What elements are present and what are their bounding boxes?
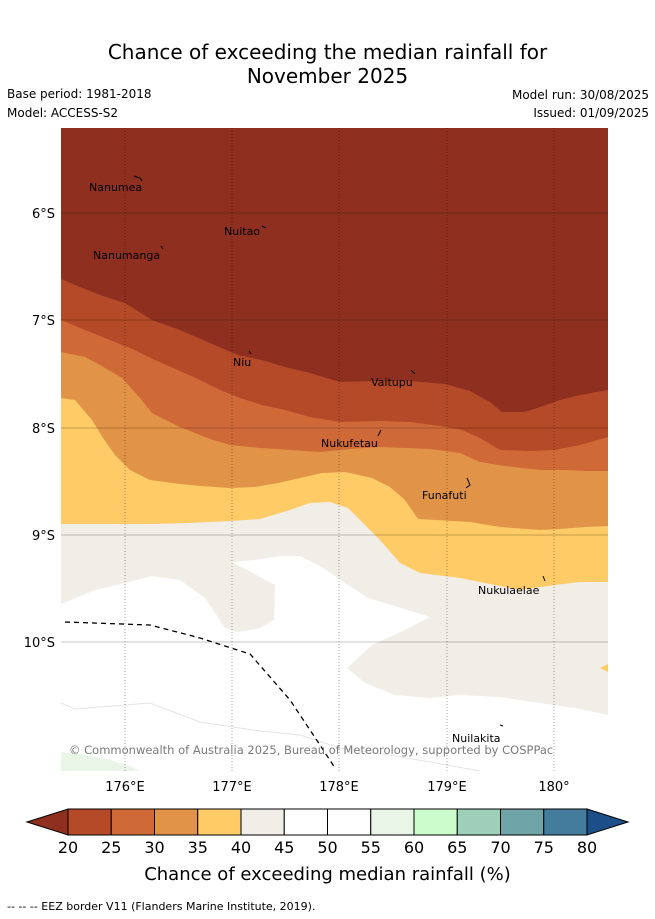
meridians bbox=[124, 128, 555, 771]
colorbar-tick-20: 20 bbox=[58, 838, 78, 857]
lat-label-6s: 6°S bbox=[32, 207, 55, 222]
colorbar-tick-70: 70 bbox=[490, 838, 510, 857]
place-nuitao: Nuitao bbox=[224, 225, 260, 238]
gridlines bbox=[61, 212, 608, 643]
map-title: Chance of exceeding the median rainfall … bbox=[0, 40, 655, 88]
lon-label-178e: 178°E bbox=[319, 780, 359, 795]
lon-label-177e: 177°E bbox=[212, 780, 252, 795]
eez-legend-note: -- -- -- EEZ border V11 (Flanders Marine… bbox=[7, 900, 316, 913]
patch-green bbox=[61, 752, 140, 771]
rainfall-contours bbox=[61, 128, 608, 771]
place-niu: Niu bbox=[233, 356, 251, 369]
colorbar-extend-high bbox=[586, 808, 630, 836]
lat-label-8s: 8°S bbox=[32, 422, 55, 437]
colorbar-tick-75: 75 bbox=[534, 838, 554, 857]
colorbar-tick-50: 50 bbox=[317, 838, 337, 857]
band-below-20 bbox=[61, 128, 608, 412]
colorbar-cell-55-60 bbox=[370, 808, 415, 836]
colorbar-tick-45: 45 bbox=[274, 838, 294, 857]
lat-label-10s: 10°S bbox=[24, 636, 55, 651]
lon-label-180: 180° bbox=[538, 780, 569, 795]
place-nukulaelae: Nukulaelae bbox=[478, 584, 540, 597]
lat-label-9s: 9°S bbox=[32, 529, 55, 544]
colorbar-tick-60: 60 bbox=[404, 838, 424, 857]
title-line-2: November 2025 bbox=[246, 64, 409, 88]
lon-label-176e: 176°E bbox=[105, 780, 145, 795]
colorbar-cell-40-45 bbox=[240, 808, 285, 836]
colorbar-tick-35: 35 bbox=[188, 838, 208, 857]
colorbar-tick-30: 30 bbox=[144, 838, 164, 857]
colorbar-extend-low bbox=[25, 808, 69, 836]
colorbar-tick-40: 40 bbox=[231, 838, 251, 857]
colorbar-cell-20-25 bbox=[67, 808, 112, 836]
issued-date: Issued: 01/09/2025 bbox=[533, 106, 649, 120]
lon-label-179e: 179°E bbox=[427, 780, 467, 795]
place-vaitupu: Vaitupu bbox=[371, 376, 413, 389]
title-line-1: Chance of exceeding the median rainfall … bbox=[107, 40, 548, 64]
colorbar-tick-labels: 20 25 30 35 40 45 50 55 60 65 70 75 80 bbox=[58, 838, 597, 857]
eez-border bbox=[64, 621, 336, 769]
place-nukufetau: Nukufetau bbox=[321, 437, 378, 450]
colorbar-tick-25: 25 bbox=[101, 838, 121, 857]
colorbar-cell-45-50 bbox=[283, 808, 328, 836]
colorbar-cell-35-40 bbox=[197, 808, 242, 836]
place-nuilakita: Nuilakita bbox=[452, 732, 501, 745]
model-run: Model run: 30/08/2025 bbox=[511, 88, 649, 102]
colorbar-cell-50-55 bbox=[327, 808, 372, 836]
place-nanumanga: Nanumanga bbox=[93, 249, 160, 262]
colorbar-tick-55: 55 bbox=[361, 838, 381, 857]
colorbar-title: Chance of exceeding median rainfall (%) bbox=[144, 864, 511, 885]
model-name: Model: ACCESS-S2 bbox=[7, 106, 119, 120]
patch-yellow bbox=[600, 664, 608, 672]
copyright-text: © Commonwealth of Australia 2025, Bureau… bbox=[69, 743, 553, 757]
colorbar-cell-30-35 bbox=[154, 808, 199, 836]
island-marks bbox=[133, 175, 546, 727]
lat-label-7s: 7°S bbox=[32, 314, 55, 329]
base-period: Base period: 1981-2018 bbox=[7, 87, 152, 101]
colorbar-tick-80: 80 bbox=[577, 838, 597, 857]
colorbar-cell-25-30 bbox=[110, 808, 155, 836]
colorbar-cell-75-80 bbox=[543, 808, 588, 836]
colorbar-cell-60-65 bbox=[413, 808, 458, 836]
colorbar: 20 25 30 35 40 45 50 55 60 65 70 75 80 bbox=[25, 808, 630, 857]
place-nanumea: Nanumea bbox=[89, 181, 142, 194]
place-funafuti: Funafuti bbox=[422, 489, 467, 502]
colorbar-tick-65: 65 bbox=[447, 838, 467, 857]
contour-line bbox=[61, 702, 481, 771]
colorbar-cell-65-70 bbox=[456, 808, 501, 836]
colorbar-cell-70-75 bbox=[500, 808, 545, 836]
colorbar-cells bbox=[67, 808, 588, 836]
